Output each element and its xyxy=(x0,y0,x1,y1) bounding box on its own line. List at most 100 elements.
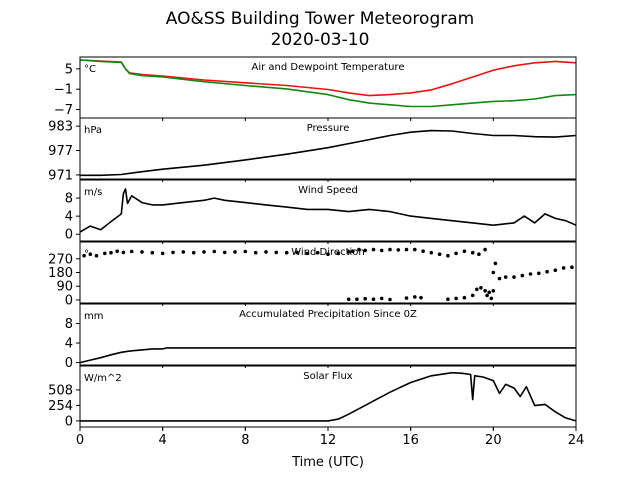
unit-label: W/m^2 xyxy=(84,373,122,384)
y-tick-label: 0 xyxy=(65,356,73,371)
data-point-line xyxy=(222,250,227,255)
data-point-line xyxy=(545,269,549,274)
y-tick-label: 270 xyxy=(48,252,73,267)
data-point-line xyxy=(520,273,525,278)
data-point-line xyxy=(483,289,487,293)
data-point-line xyxy=(295,250,299,255)
data-point-line xyxy=(497,276,502,281)
panel-title: Wind Speed xyxy=(298,185,358,196)
series-line-line xyxy=(79,188,577,233)
y-tick-label: 0 xyxy=(65,293,73,308)
data-point-line xyxy=(483,247,487,252)
data-point-line xyxy=(475,287,479,292)
panel-title: Solar Flux xyxy=(303,371,353,382)
data-point-line xyxy=(489,296,494,301)
data-point-line xyxy=(191,250,196,255)
data-point-line xyxy=(379,296,384,301)
data-point-line xyxy=(357,247,361,252)
panel-title: Wind Direction xyxy=(291,247,365,258)
panel-title: Air and Dewpoint Temperature xyxy=(252,62,405,73)
unit-label: °C xyxy=(84,64,96,75)
data-point-line xyxy=(336,251,341,256)
panels: 5 −1 −7 °C Air and Dewpoint Temperature 983 97… xyxy=(48,56,577,430)
data-point-line xyxy=(140,250,144,254)
data-point-line xyxy=(315,250,320,255)
data-point-line xyxy=(94,253,99,258)
x-tick-label: 12 xyxy=(320,433,337,448)
data-point-line xyxy=(404,247,409,252)
data-point-line xyxy=(305,251,310,256)
chart-subtitle: 2020-03-10 xyxy=(271,30,370,50)
data-point-line xyxy=(326,252,330,256)
data-point-line xyxy=(570,265,574,270)
unit-label: m/s xyxy=(84,187,102,198)
x-tick-label: 20 xyxy=(485,433,502,448)
y-tick-label: 180 xyxy=(48,266,73,281)
y-tick-label: 90 xyxy=(56,280,73,295)
data-point-line xyxy=(181,250,186,254)
data-point-line xyxy=(528,272,533,276)
data-point-line xyxy=(485,293,489,298)
data-point-line xyxy=(371,247,376,252)
data-point-line xyxy=(363,248,368,253)
unit-label: ° xyxy=(84,249,89,260)
y-tick-label: 508 xyxy=(48,383,73,398)
data-point-line xyxy=(491,289,496,293)
data-point-line xyxy=(121,250,126,255)
data-point-line xyxy=(429,250,434,255)
data-point-line xyxy=(253,250,258,255)
data-point-line xyxy=(419,295,423,300)
y-tick-label: 5 xyxy=(65,62,73,77)
data-point-line xyxy=(462,249,467,253)
data-point-line xyxy=(355,297,359,302)
data-point-line xyxy=(103,251,107,256)
data-point-line xyxy=(264,250,268,254)
data-point-line xyxy=(82,253,86,258)
panel-title: Pressure xyxy=(307,123,350,134)
data-point-line xyxy=(479,286,483,290)
unit-label: hPa xyxy=(84,125,102,136)
y-tick-label: 4 xyxy=(65,337,73,352)
x-tick-label: 0 xyxy=(76,433,84,448)
data-point-line xyxy=(462,295,467,300)
data-point-line xyxy=(171,250,175,255)
data-point-line xyxy=(129,249,134,254)
data-point-line xyxy=(537,271,541,276)
data-point-line xyxy=(512,275,516,279)
y-tick-label: 977 xyxy=(48,144,73,159)
panel-3: 8 4 0 m/s Wind Speed xyxy=(65,179,577,244)
data-point-line xyxy=(371,297,376,302)
y-tick-label: 971 xyxy=(48,168,73,183)
series-line-dewpoint xyxy=(79,59,577,108)
series-line-line xyxy=(79,347,576,364)
x-tick-label: 8 xyxy=(241,433,249,448)
chart-title: AO&SS Building Tower Meteorogram xyxy=(166,9,474,29)
series-line-line xyxy=(80,371,577,422)
x-tick-label: 24 xyxy=(568,433,585,448)
data-point-line xyxy=(115,249,119,253)
data-point-line xyxy=(404,296,409,300)
panel-title: Accumulated Precipitation Since 0Z xyxy=(239,309,417,320)
data-point-line xyxy=(150,250,155,255)
y-tick-label: 8 xyxy=(65,317,73,332)
x-tick-label: 16 xyxy=(402,433,419,448)
y-tick-label: 4 xyxy=(65,210,73,225)
data-point-line xyxy=(446,253,450,258)
data-point-line xyxy=(487,290,492,295)
data-point-line xyxy=(446,297,450,302)
x-axis: 0 4 8 12 16 20 24 xyxy=(76,427,584,448)
data-point-line xyxy=(493,261,498,266)
data-point-line xyxy=(437,252,442,256)
x-axis-label: Time (UTC) xyxy=(291,455,364,470)
data-point-line xyxy=(88,252,93,256)
y-tick-label: 0 xyxy=(65,414,73,429)
panel-2: 983 977 971 hPa Pressure xyxy=(48,117,577,183)
panel-1: 5 −1 −7 °C Air and Dewpoint Temperature xyxy=(54,56,577,121)
y-tick-label: 8 xyxy=(65,192,73,207)
y-tick-label: 254 xyxy=(48,399,73,414)
data-point-line xyxy=(413,247,417,252)
panel-5: 8 4 0 mm Accumulated Precipitation Since 0Z xyxy=(65,303,577,371)
data-point-line xyxy=(363,296,368,301)
